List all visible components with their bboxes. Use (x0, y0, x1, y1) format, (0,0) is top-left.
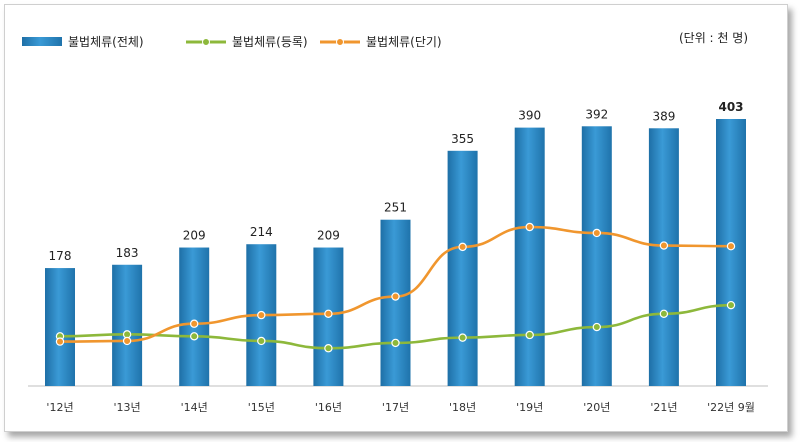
bar-total (179, 247, 210, 386)
series-short-term-point (257, 310, 266, 320)
legend-label: 불법체류(전체) (68, 35, 144, 49)
bar-total (380, 219, 411, 386)
x-tick-label: '12년 (46, 401, 73, 414)
series-registered-point (324, 344, 333, 353)
bar-value-label: 251 (384, 201, 407, 215)
x-tick-label: '17년 (382, 401, 409, 414)
lines-group (55, 222, 736, 353)
series-short-term-point (122, 336, 132, 346)
series-short-term-point (189, 319, 199, 328)
bar-total (716, 119, 746, 386)
x-tick-label: '20년 (583, 401, 610, 414)
bar-value-label: 389 (652, 109, 675, 123)
bar-value-label: 209 (183, 229, 206, 243)
x-ticks-group: '12년 '13년 '14년 '15년 '16년 '17년 '18년 '19년 '20년 '21년… (46, 401, 754, 414)
bar-value-label: 209 (317, 229, 340, 243)
x-tick-label: '19년 (516, 401, 543, 414)
series-registered-point (592, 322, 602, 332)
x-tick-label: '21년 (650, 401, 677, 414)
x-tick-label: '14년 (181, 401, 208, 414)
legend-label: 불법체류(단기) (366, 35, 442, 49)
bar-labels-group: 178 183 209 214 209 251 355 390 392 389 403 (49, 100, 744, 263)
series-short-term-point (458, 242, 467, 252)
series-short-term-point (726, 242, 736, 251)
legend-item-total: 불법체류(전체) (22, 35, 144, 49)
x-tick-label: '18년 (449, 401, 476, 414)
bars-group (45, 119, 746, 386)
series-short-term-point (592, 228, 602, 238)
series-registered-point (189, 332, 199, 341)
series-short-term-point (55, 337, 65, 346)
bar-total (447, 150, 478, 386)
series-registered-point (257, 336, 266, 346)
legend-swatch-marker (202, 38, 210, 46)
x-tick-label: '13년 (114, 401, 141, 414)
bar-value-label: 403 (718, 100, 743, 114)
bar-value-label: 214 (250, 225, 273, 239)
x-tick-label: '22년 9월 (707, 401, 755, 414)
bar-total (648, 128, 679, 386)
bar-value-label: 355 (451, 132, 474, 146)
x-tick-label: '15년 (248, 401, 275, 414)
series-short-term-point (525, 222, 534, 232)
legend-label: 불법체류(등록) (232, 35, 308, 49)
bar-total (514, 127, 545, 386)
series-registered-point (659, 309, 669, 318)
series-registered-point (458, 333, 467, 342)
chart-legend: 불법체류(전체) 불법체류(등록) 불법체류(단기) (22, 35, 442, 49)
series-registered-point (525, 330, 534, 340)
bar-value-label: 390 (518, 109, 541, 123)
legend-item-short-term: 불법체류(단기) (320, 35, 442, 49)
series-registered-point (726, 300, 736, 310)
legend-swatch-marker (336, 38, 344, 46)
x-tick-label: '16년 (315, 401, 342, 414)
series-short-term-point (324, 309, 333, 318)
bar-value-label: 178 (49, 249, 72, 263)
bar-total (581, 126, 612, 386)
bar-value-label: 392 (585, 107, 608, 121)
bar-total (45, 268, 75, 386)
series-registered-point (391, 338, 400, 348)
series-short-term-point (391, 292, 400, 301)
legend-swatch-bar (22, 37, 62, 46)
legend-item-registered: 불법체류(등록) (186, 35, 308, 49)
bar-total (112, 264, 143, 386)
bar-value-label: 183 (116, 246, 139, 260)
unit-label: (단위 : 천 명) (679, 30, 748, 45)
series-short-term-point (659, 241, 669, 250)
